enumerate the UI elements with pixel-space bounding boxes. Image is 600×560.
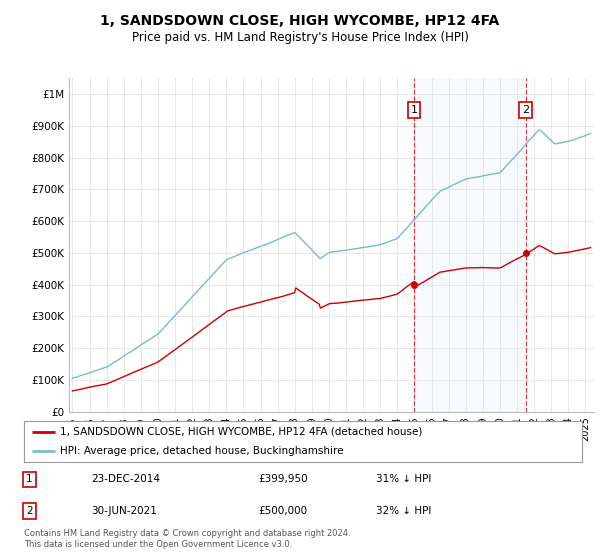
Text: 1, SANDSDOWN CLOSE, HIGH WYCOMBE, HP12 4FA: 1, SANDSDOWN CLOSE, HIGH WYCOMBE, HP12 4… xyxy=(100,14,500,28)
Text: 31% ↓ HPI: 31% ↓ HPI xyxy=(376,474,431,484)
Text: 2: 2 xyxy=(522,105,529,115)
Text: £399,950: £399,950 xyxy=(259,474,308,484)
Text: 30-JUN-2021: 30-JUN-2021 xyxy=(91,506,157,516)
Text: HPI: Average price, detached house, Buckinghamshire: HPI: Average price, detached house, Buck… xyxy=(60,446,344,456)
Text: 32% ↓ HPI: 32% ↓ HPI xyxy=(376,506,431,516)
Text: 2: 2 xyxy=(26,506,33,516)
Text: 1, SANDSDOWN CLOSE, HIGH WYCOMBE, HP12 4FA (detached house): 1, SANDSDOWN CLOSE, HIGH WYCOMBE, HP12 4… xyxy=(60,427,422,437)
Text: £500,000: £500,000 xyxy=(259,506,307,516)
Text: 1: 1 xyxy=(410,105,418,115)
Text: Contains HM Land Registry data © Crown copyright and database right 2024.
This d: Contains HM Land Registry data © Crown c… xyxy=(24,529,350,549)
Text: 23-DEC-2014: 23-DEC-2014 xyxy=(91,474,160,484)
Text: 1: 1 xyxy=(26,474,33,484)
Bar xyxy=(414,78,526,412)
Text: Price paid vs. HM Land Registry's House Price Index (HPI): Price paid vs. HM Land Registry's House … xyxy=(131,31,469,44)
